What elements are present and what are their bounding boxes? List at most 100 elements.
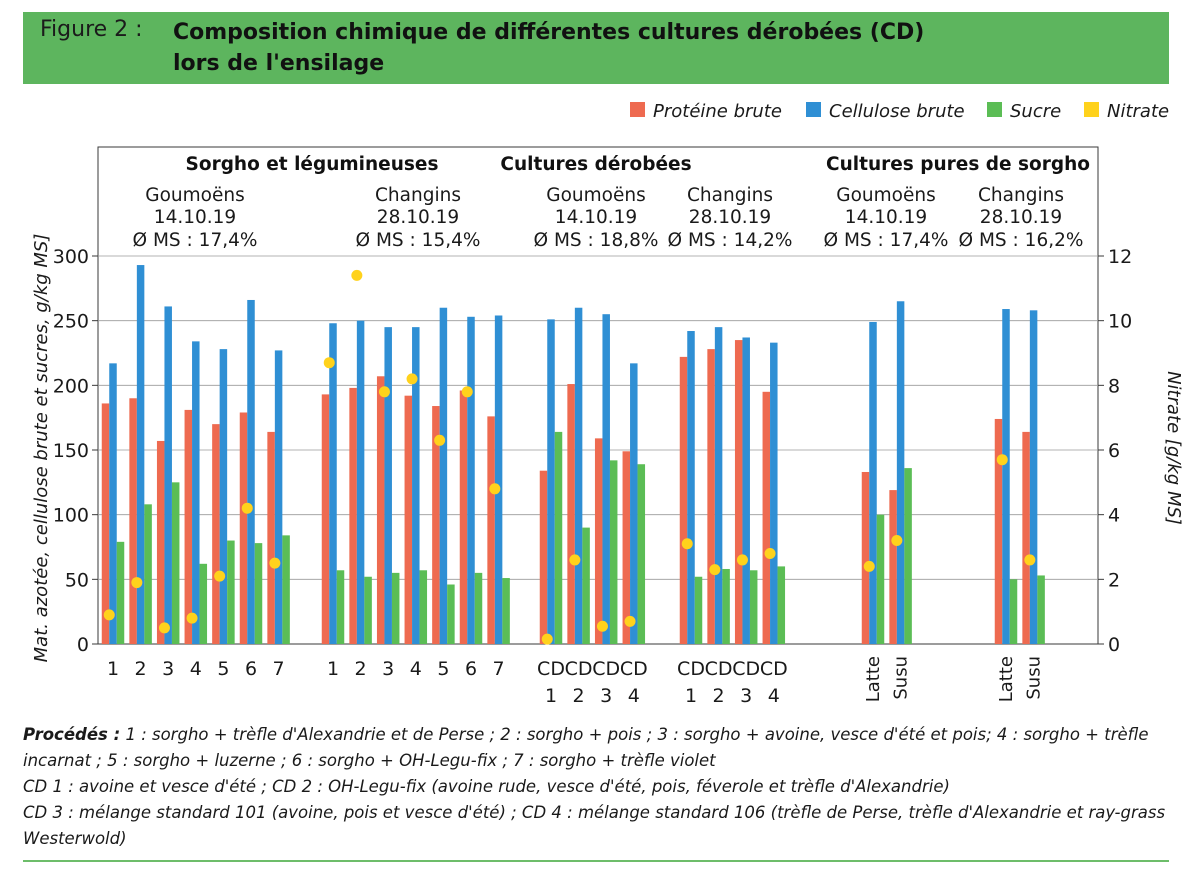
bar-proteine (184, 409, 193, 644)
nitrate-point (891, 535, 903, 547)
y2-tick-label: 2 (1108, 569, 1120, 591)
nitrate-point (241, 502, 253, 514)
notes: Procédés : 1 : sorgho + trèfle d'Alexand… (23, 722, 1173, 852)
x-tick-label: 1 (107, 658, 119, 680)
x-tick-label: 3 (740, 685, 752, 707)
x-tick-label: 4 (768, 685, 780, 707)
x-tick-label: CD (537, 658, 565, 680)
group-site: Goumoëns (546, 185, 645, 206)
nitrate-point (624, 615, 636, 627)
bar-sucre (749, 570, 758, 644)
bar-sucre (554, 431, 563, 644)
bar-sucre (777, 566, 786, 644)
bar-proteine (156, 440, 165, 644)
bar-cellulose (274, 350, 283, 644)
bar-cellulose (219, 349, 228, 644)
nitrate-point (596, 620, 608, 632)
x-tick-label: 1 (545, 685, 557, 707)
bar-sucre (637, 464, 646, 644)
bar-proteine (762, 391, 771, 644)
bar-proteine (679, 356, 688, 644)
bar-cellulose (869, 321, 877, 644)
bar-proteine (321, 394, 330, 644)
bar-cellulose (247, 299, 255, 644)
nitrate-point (351, 269, 363, 281)
nitrate-point (269, 557, 281, 569)
bar-cellulose (574, 307, 583, 644)
bar-cellulose (384, 327, 392, 644)
bar-cellulose (329, 323, 337, 644)
bar-cellulose (109, 363, 117, 644)
section-title: Cultures dérobées (500, 154, 691, 175)
section-title: Cultures pures de sorgho (826, 154, 1090, 175)
nitrate-point (103, 609, 115, 621)
bar-sucre (609, 460, 618, 644)
y2-tick-label: 6 (1108, 440, 1120, 462)
bar-sucre (171, 482, 180, 644)
x-tick-label: 6 (465, 658, 477, 680)
x-tick-label: 3 (600, 685, 612, 707)
group-date: 14.10.19 (154, 207, 236, 228)
y-tick-label: 200 (53, 375, 89, 397)
y-tick-label: 150 (53, 440, 89, 462)
nitrate-point (709, 564, 721, 576)
bar-cellulose (1029, 310, 1038, 644)
bar-sucre (876, 514, 885, 644)
bottom-rule (23, 860, 1169, 862)
nitrate-point (214, 570, 226, 582)
group-ms: Ø MS : 16,2% (959, 230, 1084, 251)
bar-sucre (502, 578, 510, 644)
bar-proteine (239, 412, 248, 644)
procedes-note: Procédés : 1 : sorgho + trèfle d'Alexand… (23, 722, 1173, 774)
x-tick-label: 2 (573, 685, 585, 707)
nitrate-point (378, 386, 390, 398)
bar-proteine (404, 395, 413, 644)
bar-sucre (694, 576, 703, 644)
y-tick-label: 0 (77, 634, 89, 656)
group-ms: Ø MS : 18,8% (534, 230, 659, 251)
nitrate-point (541, 633, 553, 645)
bar-sucre (722, 568, 730, 644)
title-line-2: lors de l'ensilage (173, 51, 385, 76)
bar-proteine (1022, 431, 1030, 644)
bar-proteine (129, 398, 137, 644)
x-tick-label: 2 (355, 658, 367, 680)
x-tick-label: CD (565, 658, 593, 680)
legend-swatch (1084, 102, 1099, 117)
nitrate-point (186, 612, 198, 624)
bar-cellulose (136, 265, 145, 644)
x-tick-label: CD (760, 658, 788, 680)
procedes-label: Procédés : (23, 725, 121, 744)
x-tick-label: 3 (162, 658, 174, 680)
legend-swatch (630, 102, 645, 117)
bar-cellulose (742, 337, 750, 644)
bar-cellulose (630, 363, 638, 644)
bar-proteine (889, 490, 897, 644)
x-tick-label: Susu (1024, 656, 1045, 700)
bar-sucre (1009, 579, 1018, 644)
x-tick-label: CD (705, 658, 733, 680)
x-tick-label: Susu (891, 656, 912, 700)
bar-cellulose (412, 327, 420, 644)
title-bar: Figure 2 : Composition chimique de diffé… (23, 12, 1169, 84)
y-axis-label: Mat. azotée, cellulose brute et sucres, … (31, 234, 52, 663)
x-tick-label: 6 (245, 658, 257, 680)
group-ms: Ø MS : 15,4% (356, 230, 481, 251)
cd-note-2: CD 3 : mélange standard 101 (avoine, poi… (23, 803, 1166, 848)
bar-cellulose (467, 316, 475, 644)
bar-proteine (212, 424, 220, 644)
y-tick-label: 50 (65, 569, 89, 591)
group-site: Goumoëns (145, 185, 244, 206)
group-date: 28.10.19 (377, 207, 459, 228)
x-tick-label: CD (592, 658, 620, 680)
nitrate-point (996, 454, 1008, 466)
bar-proteine (459, 390, 468, 644)
section-title: Sorgho et légumineuses (186, 154, 439, 175)
nitrate-point (681, 538, 693, 550)
x-tick-label: 4 (410, 658, 422, 680)
bar-proteine (622, 451, 631, 644)
x-tick-label: Latte (996, 656, 1017, 702)
x-tick-label: 7 (273, 658, 285, 680)
x-tick-label: 1 (685, 685, 697, 707)
